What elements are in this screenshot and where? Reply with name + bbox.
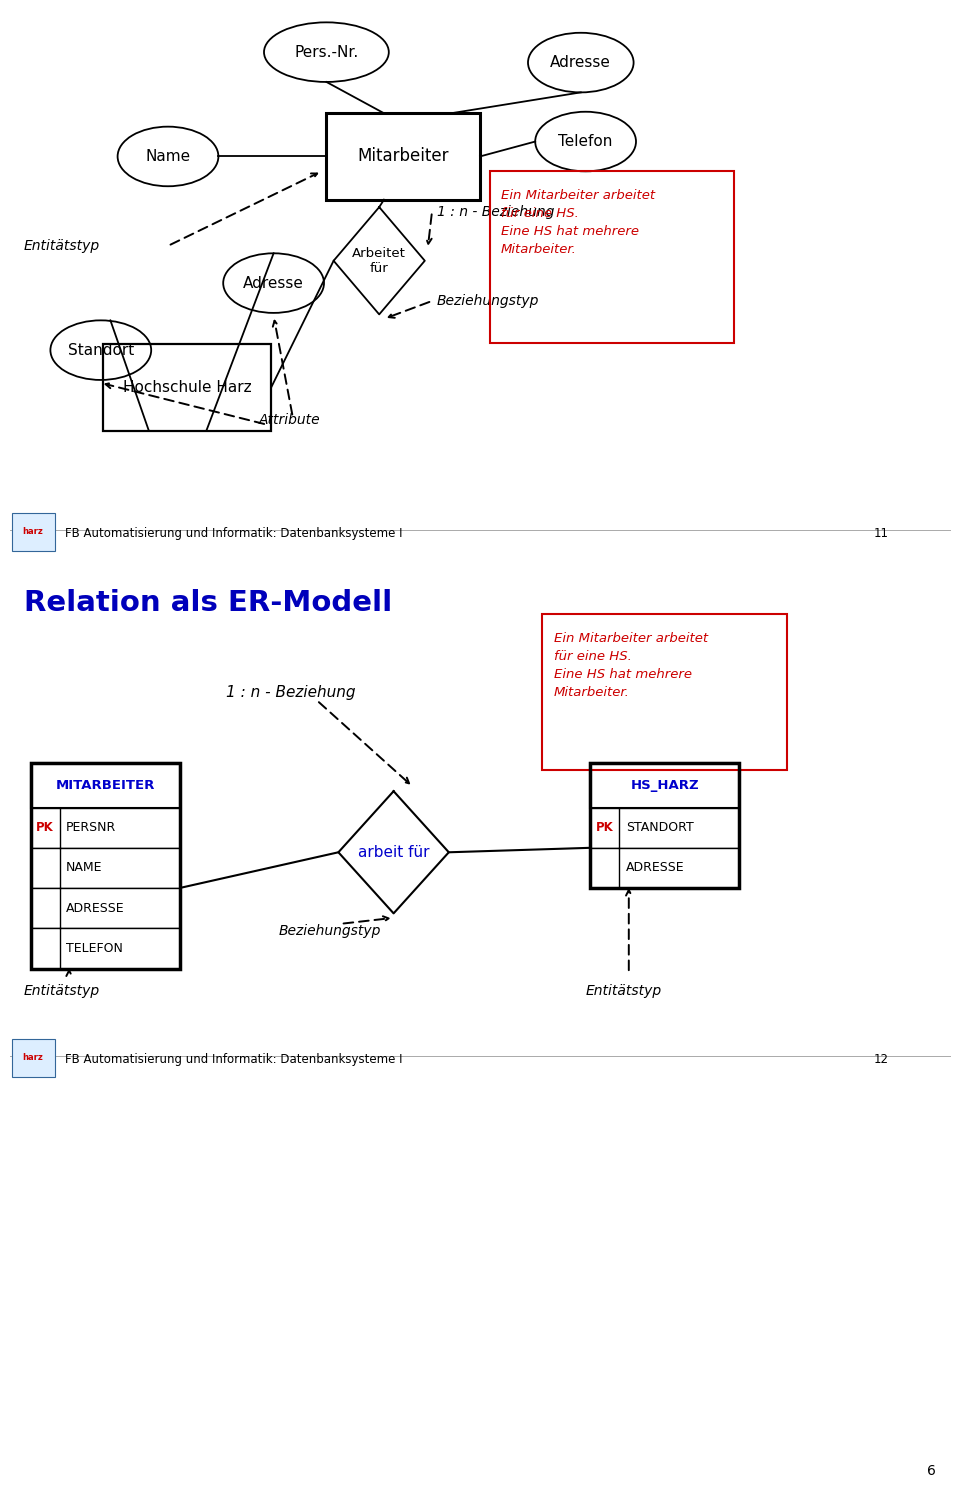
Text: 12: 12 [874,1053,889,1065]
FancyBboxPatch shape [12,1039,55,1077]
Text: HS_HARZ: HS_HARZ [631,779,699,791]
Text: Entitätstyp: Entitätstyp [586,983,661,998]
Text: Pers.-Nr.: Pers.-Nr. [295,45,358,60]
Text: Relation als ER-Modell: Relation als ER-Modell [24,590,393,617]
Text: Telefon: Telefon [559,134,612,149]
Text: Beziehungstyp: Beziehungstyp [437,294,540,308]
Text: NAME: NAME [66,861,103,875]
FancyBboxPatch shape [31,848,180,888]
Text: Ein Mitarbeiter arbeitet
für eine HS.
Eine HS hat mehrere
Mitarbeiter.: Ein Mitarbeiter arbeitet für eine HS. Ei… [554,632,708,699]
Text: PK: PK [596,821,613,834]
Text: PK: PK [36,821,54,834]
Text: Standort: Standort [67,343,134,358]
Text: Ein Mitarbeiter arbeitet
für eine HS.
Eine HS hat mehrere
Mitarbeiter.: Ein Mitarbeiter arbeitet für eine HS. Ei… [501,189,656,256]
Text: Beziehungstyp: Beziehungstyp [278,924,381,939]
Text: Attribute: Attribute [259,413,321,428]
Text: harz: harz [23,527,43,536]
FancyBboxPatch shape [590,848,739,888]
Text: PERSNR: PERSNR [66,821,116,834]
Text: 1 : n - Beziehung: 1 : n - Beziehung [437,204,554,219]
Text: Name: Name [145,149,191,164]
FancyBboxPatch shape [31,888,180,928]
FancyBboxPatch shape [590,763,739,808]
Text: Hochschule Harz: Hochschule Harz [123,380,252,395]
Text: 1 : n - Beziehung: 1 : n - Beziehung [226,685,355,700]
FancyBboxPatch shape [590,808,739,848]
Text: ADRESSE: ADRESSE [626,861,684,875]
Text: ADRESSE: ADRESSE [66,901,125,915]
FancyBboxPatch shape [12,513,55,551]
Text: Adresse: Adresse [243,276,304,291]
Text: STANDORT: STANDORT [626,821,694,834]
Text: MITARBEITER: MITARBEITER [56,779,155,791]
Text: Arbeitet
für: Arbeitet für [352,247,406,274]
Text: Mitarbeiter: Mitarbeiter [357,148,449,165]
Text: Adresse: Adresse [550,55,612,70]
FancyBboxPatch shape [31,763,180,808]
Text: harz: harz [23,1053,43,1062]
FancyBboxPatch shape [31,928,180,968]
Text: 6: 6 [927,1465,936,1478]
Text: FB Automatisierung und Informatik: Datenbanksysteme I: FB Automatisierung und Informatik: Daten… [65,1053,403,1065]
Text: FB Automatisierung und Informatik: Datenbanksysteme I: FB Automatisierung und Informatik: Daten… [65,527,403,539]
FancyBboxPatch shape [31,808,180,848]
Text: Entitätstyp: Entitätstyp [24,238,100,253]
Text: 11: 11 [874,527,889,539]
Text: arbeit für: arbeit für [358,845,429,860]
Text: Entitätstyp: Entitätstyp [24,983,100,998]
Text: TELEFON: TELEFON [66,942,123,955]
